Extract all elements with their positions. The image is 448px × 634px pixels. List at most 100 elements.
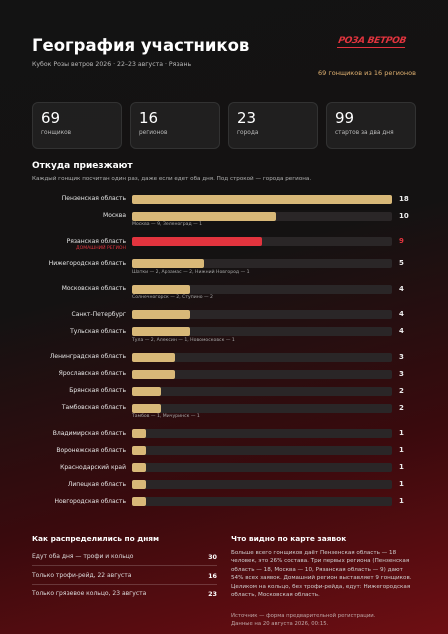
stat-label: гонщиков [41, 130, 72, 136]
bar-track [132, 327, 392, 336]
category-label: Липецкая область [67, 480, 126, 488]
category-label: Брянская область [69, 387, 126, 394]
bar [132, 194, 392, 204]
stat-card [32, 102, 122, 149]
bar [132, 352, 176, 362]
value-label: 1 [399, 480, 404, 488]
bar [132, 429, 147, 438]
category-label: Нижегородская область [48, 259, 126, 267]
value-label: 3 [399, 352, 404, 361]
category-label: Рязанская область [66, 237, 126, 245]
bar-track [132, 310, 392, 319]
day-label: Только трофи-рейд, 22 августа [32, 571, 132, 579]
section-title: Откуда приезжают [32, 161, 133, 171]
bar [132, 497, 147, 506]
value-label: 9 [399, 237, 404, 245]
cities-note: Солнечногорск — 2, Ступино — 2 [132, 295, 213, 300]
day-label: Едут оба дня — трофи и кольцо [32, 553, 134, 560]
value-label: 1 [399, 429, 404, 437]
stat-label: регионов [139, 130, 168, 136]
source: Данные на 20 августа 2026, 00:15. [231, 620, 329, 627]
category-label: Ленинградская область [49, 353, 126, 360]
value-label: 5 [399, 259, 404, 267]
category-label: Пензенская область [61, 195, 126, 202]
bar [132, 403, 161, 413]
bar [132, 284, 190, 294]
bar [132, 310, 190, 319]
value-label: 1 [399, 463, 404, 471]
category-label: Тульская область [70, 327, 126, 335]
category-label: Москва [103, 212, 126, 219]
stat-card [130, 102, 220, 149]
bar [132, 259, 205, 268]
stat-label: стартов за два дня [335, 130, 394, 136]
value-label: 10 [399, 211, 409, 220]
value-label: 1 [399, 446, 404, 454]
bar [132, 446, 147, 455]
bar-track [132, 497, 392, 506]
stat-label: города [237, 130, 259, 136]
stat-card [228, 102, 318, 149]
value-label: 4 [399, 310, 404, 318]
bar-track [132, 446, 392, 455]
cities-note: Москва — 9, Зеленоград — 1 [132, 222, 203, 227]
bar-track [132, 369, 392, 379]
divider [32, 565, 217, 566]
value-label: 3 [399, 369, 404, 378]
category-label: Краснодарский край [60, 463, 126, 471]
days-title: Как распределились по дням [32, 534, 160, 543]
stat-value: 99 [335, 109, 355, 127]
bar [132, 386, 161, 396]
stat-value: 16 [139, 109, 159, 127]
insights-text: Больше всего гонщиков даёт Пензенская об… [231, 550, 412, 599]
bar-track [132, 284, 392, 294]
bar [132, 463, 147, 472]
value-label: 18 [399, 194, 409, 203]
category-label: Владимирская область [52, 429, 126, 437]
bar-track [132, 429, 392, 438]
cities-note: Тула — 2, Алексин — 1, Новомосковск — 1 [132, 337, 235, 343]
value-label: 4 [399, 284, 404, 293]
stat-value: 69 [41, 109, 61, 127]
bar [132, 237, 262, 246]
bar [132, 327, 190, 336]
value-label: 2 [399, 386, 404, 395]
stat-card [326, 102, 416, 149]
bar-track [132, 352, 392, 362]
category-label: Воронежская область [56, 446, 126, 454]
value-label: 1 [399, 497, 404, 505]
day-value: 23 [208, 590, 217, 598]
category-label: Новгородская область [54, 497, 127, 505]
home-label: ДОМАШНИЙ РЕГИОН [76, 245, 126, 251]
bar-track [132, 259, 392, 268]
cities-note: Шатки — 2, Арзамас — 2, Нижний Новгород … [132, 269, 250, 275]
value-label: 2 [399, 403, 404, 412]
bar [132, 480, 147, 489]
bar-track [132, 403, 392, 413]
subtitle: Кубок Розы ветров 2026 · 22–23 августа ·… [32, 61, 192, 68]
bar-track [132, 463, 392, 472]
bar [132, 369, 176, 379]
title: География участников [32, 36, 250, 55]
bar-track [132, 237, 392, 246]
insights-title: Что видно по карте заявок [231, 534, 347, 543]
logo: РОЗА ВЕТРОВ [336, 36, 407, 48]
category-label: Тамбовская область [61, 404, 126, 411]
section-note: Каждый гонщик посчитан один раз, даже ес… [32, 176, 312, 182]
category-label: Санкт-Петербург [71, 310, 126, 318]
value-label: 4 [399, 327, 404, 335]
bar [132, 211, 277, 221]
day-value: 16 [208, 571, 217, 580]
bar-track [132, 386, 392, 396]
source: Источник — форма предварительной регистр… [231, 613, 376, 619]
day-value: 30 [208, 553, 217, 561]
cities-note: Тамбов — 1, Мичуринск — 1 [132, 414, 200, 419]
category-label: Ярославская область [58, 370, 126, 377]
summary: 69 гонщиков из 16 регионов [317, 69, 416, 77]
bar-track [132, 480, 392, 489]
divider [32, 583, 217, 585]
stat-value: 23 [237, 109, 257, 127]
category-label: Московская область [61, 285, 126, 292]
day-label: Только грязевое кольцо, 23 августа [32, 590, 147, 597]
